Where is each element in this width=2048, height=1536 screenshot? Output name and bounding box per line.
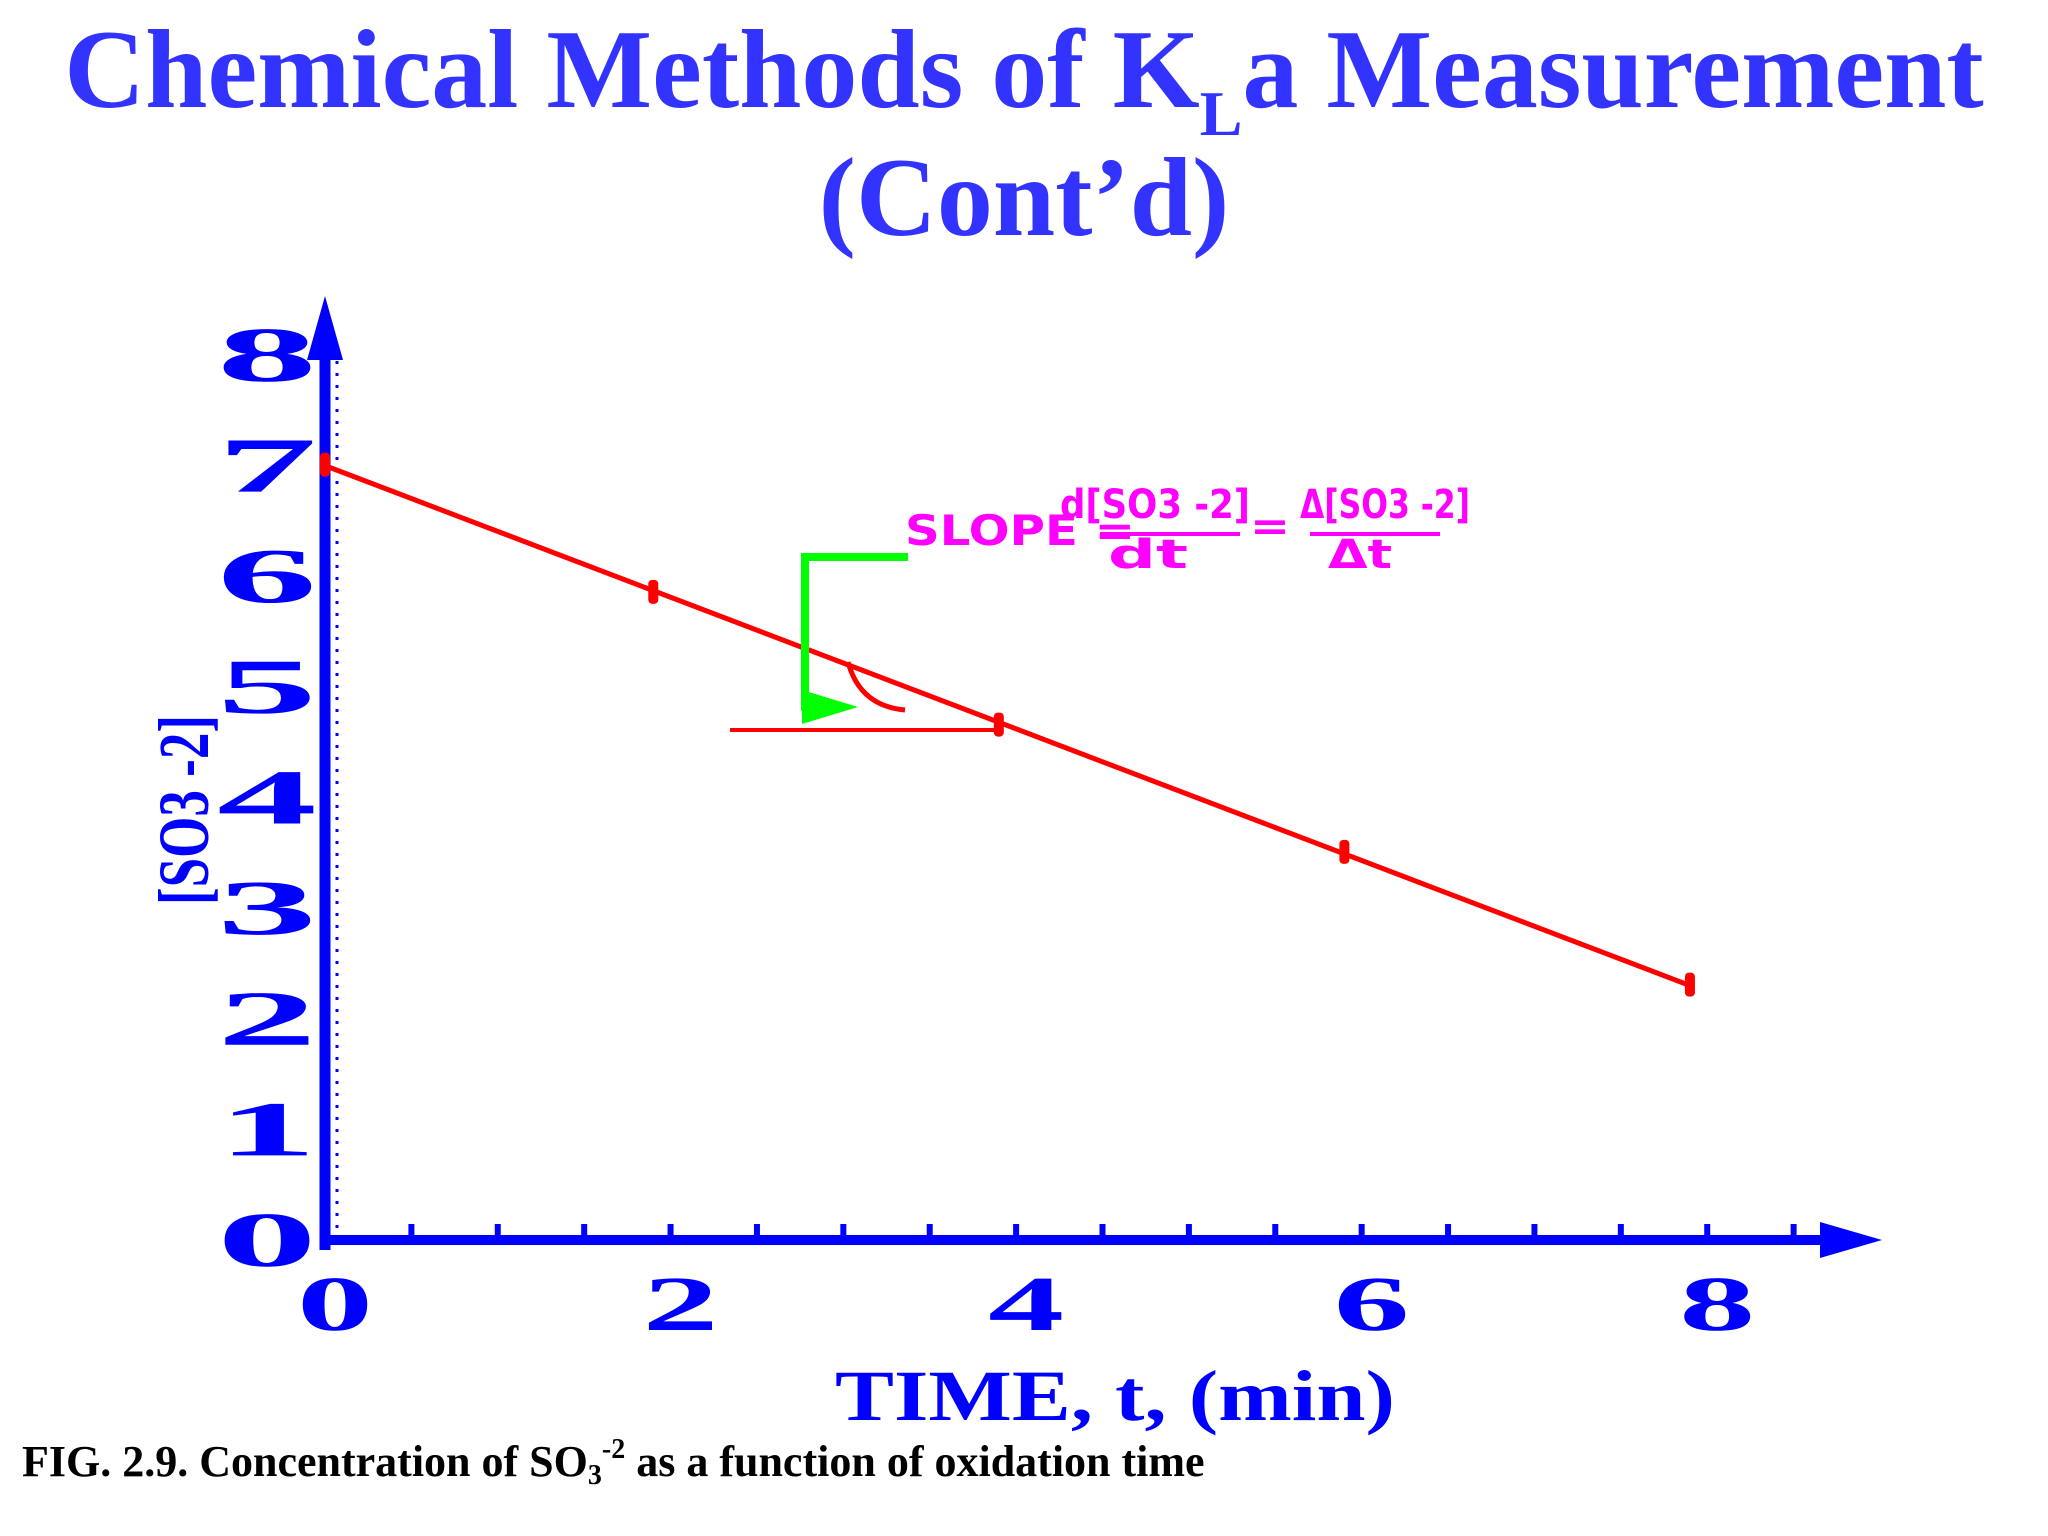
- data-point: [993, 712, 1004, 737]
- y-tick-labels: 0 1 2 3 4 5 6 7 8: [217, 311, 317, 1283]
- slope-numerator-right: Δ[SO3 -2]: [1300, 482, 1470, 528]
- slope-annotation: SLOPE = d[SO3 -2]dt = Δ[SO3 -2]Δt: [730, 482, 1470, 732]
- pointer-arrow-head: [802, 690, 858, 724]
- data-point: [1684, 972, 1695, 997]
- x-tick-label: 0: [297, 1260, 373, 1347]
- x-tick-label: 8: [1679, 1260, 1755, 1347]
- slope-numerator-left: d[SO3 -2]: [1060, 482, 1250, 528]
- x-tick-label: 6: [1334, 1260, 1410, 1347]
- slope-denominator-right: Δt: [1328, 532, 1392, 578]
- y-axis-arrow: [307, 296, 343, 360]
- title-line1: Chemical Methods of KLa Measurement: [64, 8, 1984, 149]
- x-tick-label: 4: [988, 1260, 1064, 1347]
- y-tick-label: 3: [217, 864, 317, 951]
- figure-caption: FIG. 2.9. Concentration of SO3-2 as a fu…: [22, 1434, 1205, 1491]
- y-tick-label: 7: [217, 422, 317, 509]
- x-tick-labels: 0 2 4 6 8: [297, 1260, 1755, 1347]
- x-axis-label: TIME, t, (min): [835, 1356, 1395, 1436]
- y-axis-label: [SO3 -2]: [144, 715, 224, 905]
- axis-labels: TIME, t, (min) [SO3 -2]: [144, 715, 1395, 1436]
- y-tick-label: 4: [217, 754, 317, 841]
- data-point: [648, 579, 659, 604]
- y-tick-label: 2: [217, 975, 317, 1062]
- slope-denominator-left: dt: [1108, 532, 1188, 578]
- title-line2: (Cont’d): [818, 136, 1230, 260]
- y-tick-label: 1: [217, 1085, 317, 1172]
- page-title: Chemical Methods of KLa Measurement (Con…: [0, 6, 2048, 262]
- y-tick-label: 6: [217, 532, 317, 619]
- axes: [307, 296, 1882, 1258]
- angle-arc: [845, 661, 906, 713]
- y-tick-label: 8: [217, 311, 317, 398]
- fit-line: [324, 463, 1691, 988]
- y-tick-label: 5: [217, 643, 317, 730]
- data-point: [320, 452, 330, 477]
- slope-label: SLOPE =: [905, 506, 1135, 555]
- y-tick-label: 0: [217, 1196, 317, 1283]
- x-tick-label: 2: [643, 1260, 719, 1347]
- x-axis-arrow: [1820, 1222, 1882, 1258]
- data-point: [1339, 839, 1350, 864]
- slope-equals: =: [1250, 504, 1290, 550]
